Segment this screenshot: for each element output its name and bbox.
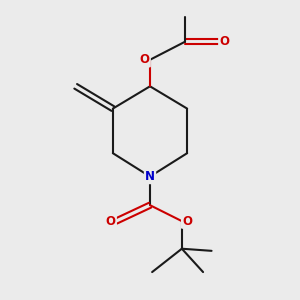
Text: O: O xyxy=(106,214,116,228)
Text: N: N xyxy=(145,170,155,183)
Text: O: O xyxy=(140,53,150,66)
Text: O: O xyxy=(219,35,229,48)
Text: O: O xyxy=(182,214,192,228)
